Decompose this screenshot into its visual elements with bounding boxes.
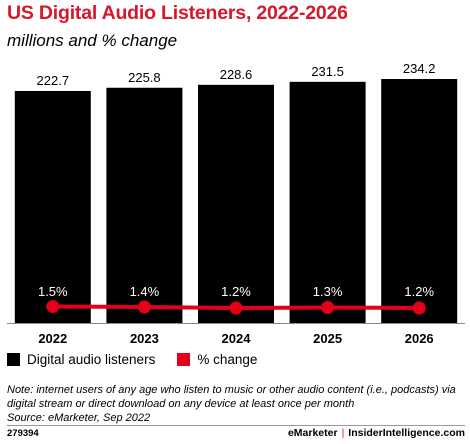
bar-2026: [381, 79, 458, 323]
bar-label-2024: 228.6: [220, 67, 253, 82]
bar-label-2022: 222.7: [37, 73, 70, 88]
chart-subtitle: millions and % change: [7, 31, 178, 50]
chart-note: Note: internet users of any age who list…: [7, 383, 465, 425]
change-point-2026: [412, 301, 426, 315]
change-point-2022: [46, 300, 60, 313]
legend-item-change: % change: [177, 352, 257, 367]
x-tick-2025: 2025: [313, 331, 342, 346]
footer-divider: [7, 425, 465, 426]
bar-2024: [198, 84, 274, 324]
brand-separator: |: [341, 427, 345, 439]
x-tick-2024: 2024: [222, 331, 252, 346]
bar-2023: [106, 87, 183, 323]
change-label-2023: 1.4%: [130, 284, 160, 299]
note-text: Note: internet users of any age who list…: [7, 384, 456, 410]
change-point-2023: [137, 300, 151, 314]
chart-id: 279394: [7, 428, 39, 439]
bar-2022: [14, 90, 91, 324]
legend-item-listeners: Digital audio listeners: [7, 352, 155, 367]
bar-label-2023: 225.8: [128, 70, 161, 85]
footer-brand: eMarketer | InsiderIntelligence.com: [288, 427, 465, 439]
change-label-2025: 1.3%: [313, 284, 343, 299]
bar-2025: [289, 81, 366, 323]
change-point-2024: [229, 301, 243, 315]
chart-title: US Digital Audio Listeners, 2022-2026: [7, 2, 348, 24]
change-label-2026: 1.2%: [404, 284, 434, 299]
bar-label-2026: 234.2: [403, 61, 436, 76]
source-text: Source: eMarketer, Sep 2022: [7, 412, 151, 424]
legend: Digital audio listeners % change: [7, 350, 279, 368]
legend-swatch-change: [177, 352, 191, 366]
change-point-2025: [321, 301, 335, 314]
legend-label-change: % change: [197, 351, 258, 367]
brand-insider-intelligence: InsiderIntelligence.com: [348, 427, 465, 439]
bar-label-2025: 231.5: [311, 64, 344, 79]
change-label-2024: 1.2%: [221, 284, 251, 299]
x-tick-2022: 2022: [38, 331, 67, 346]
change-label-2022: 1.5%: [38, 284, 68, 299]
legend-label-listeners: Digital audio listeners: [27, 351, 156, 367]
legend-swatch-listeners: [7, 352, 20, 366]
x-tick-2023: 2023: [130, 331, 159, 346]
brand-emarketer: eMarketer: [287, 427, 338, 439]
x-tick-2026: 2026: [405, 331, 434, 346]
